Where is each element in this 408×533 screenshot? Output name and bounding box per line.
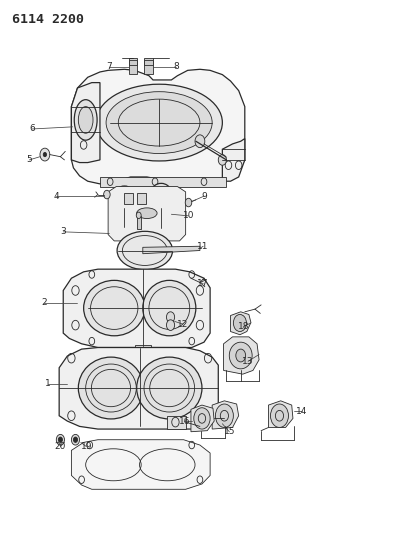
Text: 17: 17	[197, 279, 209, 288]
Text: 14: 14	[296, 407, 308, 416]
Circle shape	[73, 437, 78, 442]
Polygon shape	[63, 269, 210, 348]
Ellipse shape	[117, 231, 173, 270]
Bar	[144, 58, 153, 74]
Text: 7: 7	[106, 62, 112, 71]
Text: 6114 2200: 6114 2200	[12, 13, 84, 26]
Circle shape	[122, 224, 127, 232]
Polygon shape	[71, 440, 210, 489]
Polygon shape	[71, 69, 245, 184]
Text: 6: 6	[29, 125, 35, 133]
Polygon shape	[191, 405, 214, 432]
Bar	[129, 58, 137, 74]
Circle shape	[40, 148, 50, 161]
Ellipse shape	[229, 342, 252, 369]
Polygon shape	[143, 246, 200, 254]
Text: 12: 12	[177, 320, 188, 328]
Bar	[137, 193, 146, 204]
Text: 16: 16	[179, 417, 190, 425]
Circle shape	[71, 434, 80, 445]
Text: 11: 11	[197, 242, 209, 251]
Polygon shape	[59, 348, 218, 429]
Circle shape	[56, 434, 64, 445]
Text: 18: 18	[238, 322, 250, 330]
Ellipse shape	[271, 404, 288, 427]
Bar	[114, 196, 135, 208]
Text: 3: 3	[60, 228, 66, 236]
Circle shape	[43, 152, 47, 157]
Circle shape	[218, 155, 226, 165]
Bar	[144, 60, 153, 65]
Ellipse shape	[194, 408, 210, 429]
Text: 19: 19	[81, 442, 92, 451]
Circle shape	[185, 198, 192, 207]
Bar	[129, 60, 137, 65]
Text: 10: 10	[183, 212, 194, 220]
Bar	[151, 193, 171, 208]
Text: 1: 1	[45, 379, 51, 388]
Polygon shape	[268, 401, 293, 427]
Text: 20: 20	[55, 442, 66, 451]
Text: 13: 13	[242, 357, 254, 366]
Bar	[124, 193, 133, 204]
Text: 4: 4	[53, 192, 59, 200]
Circle shape	[136, 212, 141, 219]
Bar	[137, 216, 141, 229]
Ellipse shape	[78, 357, 144, 419]
Ellipse shape	[74, 100, 97, 140]
Ellipse shape	[233, 314, 246, 332]
Text: 2: 2	[41, 298, 47, 307]
Polygon shape	[108, 187, 186, 241]
Polygon shape	[224, 337, 259, 374]
Ellipse shape	[151, 183, 171, 203]
Bar	[135, 345, 151, 353]
Ellipse shape	[114, 186, 135, 205]
Polygon shape	[222, 139, 245, 181]
Bar	[167, 416, 186, 429]
Text: 5: 5	[27, 156, 32, 164]
Polygon shape	[212, 401, 239, 429]
Ellipse shape	[84, 280, 145, 336]
Circle shape	[236, 349, 246, 362]
Circle shape	[166, 312, 175, 322]
Circle shape	[195, 135, 205, 148]
Ellipse shape	[137, 357, 202, 419]
Text: 9: 9	[201, 192, 207, 200]
Polygon shape	[71, 83, 100, 163]
Ellipse shape	[78, 107, 93, 133]
Ellipse shape	[143, 280, 196, 336]
Ellipse shape	[106, 92, 212, 154]
Ellipse shape	[137, 208, 157, 219]
Text: 8: 8	[173, 62, 179, 71]
Circle shape	[158, 226, 164, 233]
Polygon shape	[231, 312, 251, 335]
Bar	[100, 177, 226, 187]
Circle shape	[58, 437, 62, 442]
Text: 15: 15	[224, 427, 235, 436]
Circle shape	[166, 320, 175, 330]
Ellipse shape	[96, 84, 222, 161]
Ellipse shape	[215, 404, 233, 427]
Circle shape	[104, 190, 110, 199]
